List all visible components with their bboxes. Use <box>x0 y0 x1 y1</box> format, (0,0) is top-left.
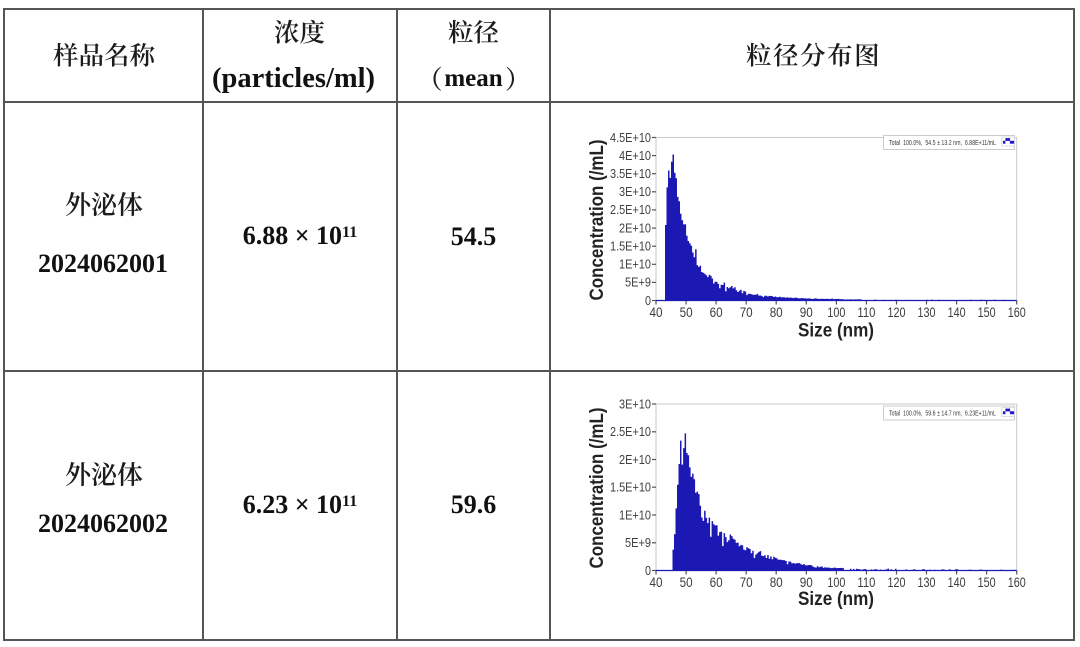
svg-text:4.5E+10: 4.5E+10 <box>610 131 651 145</box>
svg-text:160: 160 <box>1008 574 1026 590</box>
svg-text:90: 90 <box>800 574 813 590</box>
svg-text:60: 60 <box>710 574 723 590</box>
svg-text:110: 110 <box>857 304 875 320</box>
svg-text:50: 50 <box>680 304 693 320</box>
svg-text:5E+9: 5E+9 <box>625 276 651 290</box>
svg-text:2E+10: 2E+10 <box>619 221 651 235</box>
svg-text:70: 70 <box>740 304 753 320</box>
svg-text:1E+10: 1E+10 <box>619 508 651 522</box>
svg-text:Concentration (/mL): Concentration (/mL) <box>587 408 608 569</box>
svg-text:60: 60 <box>710 304 723 320</box>
svg-text:Size (nm): Size (nm) <box>798 320 874 342</box>
svg-text:Total 100.0%, 59.6 ± 14.7 nm: Total 100.0%, 59.6 ± 14.7 nm, 6.23E+11/m… <box>889 408 996 417</box>
svg-text:100: 100 <box>827 574 845 590</box>
svg-text:Concentration (/mL): Concentration (/mL) <box>587 140 608 301</box>
svg-text:Size (nm): Size (nm) <box>798 588 874 610</box>
svg-text:3E+10: 3E+10 <box>619 397 651 411</box>
svg-text:3.5E+10: 3.5E+10 <box>610 167 651 181</box>
svg-text:0: 0 <box>645 294 651 308</box>
svg-text:120: 120 <box>888 574 906 590</box>
svg-text:150: 150 <box>978 574 996 590</box>
svg-text:130: 130 <box>918 304 936 320</box>
svg-text:0: 0 <box>645 564 651 578</box>
svg-text:80: 80 <box>770 304 783 320</box>
svg-text:1.5E+10: 1.5E+10 <box>610 481 651 495</box>
svg-text:90: 90 <box>800 304 813 320</box>
svg-text:120: 120 <box>888 304 906 320</box>
svg-text:70: 70 <box>740 574 753 590</box>
svg-text:140: 140 <box>948 574 966 590</box>
svg-text:80: 80 <box>770 574 783 590</box>
svg-text:2E+10: 2E+10 <box>619 453 651 467</box>
svg-text:40: 40 <box>650 304 663 320</box>
svg-text:110: 110 <box>857 574 875 590</box>
svg-text:140: 140 <box>948 304 966 320</box>
svg-text:3E+10: 3E+10 <box>619 185 651 199</box>
svg-text:150: 150 <box>978 304 996 320</box>
svg-text:2.5E+10: 2.5E+10 <box>610 425 651 439</box>
svg-text:160: 160 <box>1008 304 1026 320</box>
svg-text:1E+10: 1E+10 <box>619 258 651 272</box>
svg-text:2.5E+10: 2.5E+10 <box>610 203 651 217</box>
svg-text:Total 100.0%, 54.5 ± 13.2 nm: Total 100.0%, 54.5 ± 13.2 nm, 6.88E+11/m… <box>889 138 996 147</box>
svg-text:40: 40 <box>650 574 663 590</box>
svg-text:5E+9: 5E+9 <box>625 536 651 550</box>
svg-text:130: 130 <box>918 574 936 590</box>
svg-text:1.5E+10: 1.5E+10 <box>610 240 651 254</box>
svg-text:4E+10: 4E+10 <box>619 149 651 163</box>
svg-text:100: 100 <box>827 304 845 320</box>
svg-text:50: 50 <box>680 574 693 590</box>
